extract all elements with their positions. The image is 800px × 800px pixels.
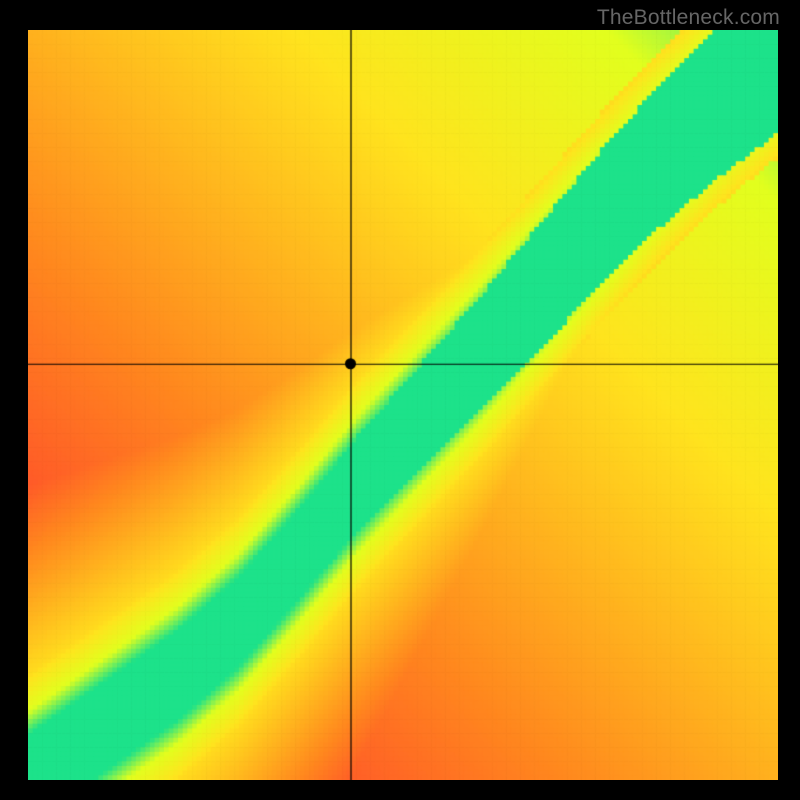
watermark-text: TheBottleneck.com (597, 6, 780, 30)
heatmap-canvas (28, 30, 778, 780)
chart-container: TheBottleneck.com (0, 0, 800, 800)
heatmap-plot (28, 30, 778, 780)
